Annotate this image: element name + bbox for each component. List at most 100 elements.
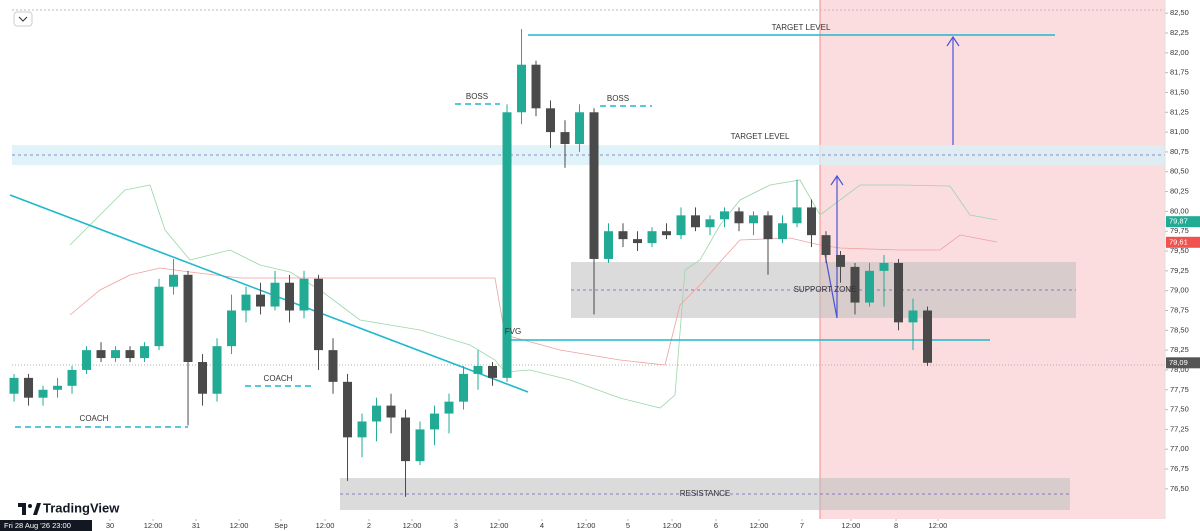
crosshair-box — [0, 520, 92, 531]
candle-body — [415, 429, 425, 462]
collapse-button[interactable] — [13, 11, 33, 27]
candle-body — [589, 112, 599, 259]
x-tick-label: 4 — [540, 521, 544, 530]
candle-body — [140, 346, 150, 359]
candles — [9, 29, 932, 497]
x-tick-label: 12:00 — [577, 521, 596, 530]
candle-body — [459, 373, 469, 402]
y-tick-label: 77,00 — [1170, 444, 1189, 453]
annotation: COACH — [264, 374, 293, 383]
price-tag-label: 79,87 — [1169, 217, 1188, 226]
x-tick-label: 12:00 — [663, 521, 682, 530]
candle-body — [256, 294, 266, 307]
x-tick-label: 12:00 — [144, 521, 163, 530]
candle-body — [328, 350, 338, 382]
candle-body — [343, 381, 353, 438]
y-tick-label: 77,75 — [1170, 385, 1189, 394]
candle-body — [633, 239, 643, 244]
candle-body — [807, 207, 817, 236]
x-tick-label: 3 — [454, 521, 458, 530]
candle-body — [517, 64, 527, 113]
chevron — [18, 16, 28, 22]
y-tick-label: 80,25 — [1170, 187, 1189, 196]
y-tick-label: 80,75 — [1170, 147, 1189, 156]
y-tick-label: 79,75 — [1170, 226, 1189, 235]
time-axis — [0, 519, 1200, 531]
y-axis: 82,50 82,25 82,00 81,75 81,50 81,25 81,00 80,75… — [1165, 8, 1200, 493]
y-tick-label: 80,00 — [1170, 206, 1189, 215]
candle-body — [473, 365, 483, 374]
candle-body — [749, 215, 759, 224]
x-tick-label: 12:00 — [230, 521, 249, 530]
candle-body — [893, 262, 903, 323]
candle-body — [647, 231, 657, 244]
candle-body — [865, 270, 875, 303]
candle-body — [96, 350, 106, 359]
annotation: COACH — [80, 414, 109, 423]
x-tick-label: Sep — [274, 521, 287, 530]
y-tick-label: 80,50 — [1170, 167, 1189, 176]
price-tag — [1166, 236, 1200, 248]
annotation: BOSS — [466, 92, 488, 101]
candle-body — [270, 282, 280, 307]
x-tick-label: 7 — [800, 521, 804, 530]
candle-body — [662, 231, 672, 236]
candle-body — [212, 346, 222, 394]
price-tag-label: 79,61 — [1169, 237, 1188, 246]
candle-body — [734, 211, 744, 224]
candle-body — [169, 274, 179, 287]
x-tick-label: 12:00 — [490, 521, 509, 530]
candle-body — [720, 211, 730, 220]
y-tick-label: 79,50 — [1170, 246, 1189, 255]
y-tick-label: 76,50 — [1170, 484, 1189, 493]
candle-body — [430, 413, 440, 430]
x-tick-label: 12:00 — [750, 521, 769, 530]
annotation: BOSS — [607, 94, 629, 103]
y-tick-label: 78,00 — [1170, 365, 1189, 374]
candle-body — [125, 350, 135, 359]
logo-mark — [28, 504, 32, 508]
x-tick-label: 2 — [367, 521, 371, 530]
candle-body — [372, 405, 382, 422]
projection-zone — [820, 0, 1165, 519]
candle-body — [401, 417, 411, 462]
price-axis — [1165, 0, 1200, 519]
candle-body — [299, 278, 309, 311]
arrow-head — [830, 174, 844, 186]
candle-body — [850, 266, 860, 303]
candle-body — [314, 278, 324, 351]
candle-body — [546, 108, 556, 133]
candle-body — [241, 294, 251, 311]
logo — [18, 503, 41, 515]
annotation: SUPPORT ZONE — [794, 285, 857, 294]
arrow-head — [946, 35, 960, 47]
indicator-red — [69, 234, 998, 366]
candle-body — [82, 350, 92, 370]
candle-body — [53, 385, 63, 390]
candle-body — [618, 231, 628, 240]
candle-body — [502, 112, 512, 378]
candle-body — [604, 231, 614, 259]
price-tag — [1166, 357, 1200, 369]
x-tick-label: 30 — [106, 521, 114, 530]
indicator-green — [69, 179, 998, 409]
annotation: TARGET LEVEL — [731, 132, 790, 141]
y-tick-label: 77,25 — [1170, 424, 1189, 433]
logo-mark — [18, 503, 26, 515]
candle-body — [763, 215, 773, 240]
crosshair-label: Fri 28 Aug '26 23:00 — [4, 521, 71, 530]
x-tick-label: 12:00 — [403, 521, 422, 530]
candle-body — [9, 377, 19, 394]
candle-body — [24, 377, 34, 398]
y-tick-label: 82,25 — [1170, 28, 1189, 37]
candle-body — [488, 365, 498, 378]
annotation: FVG — [505, 327, 521, 336]
y-tick-label: 77,50 — [1170, 405, 1189, 414]
x-axis: 30 12:00 31 12:00 Sep 12:00 2 12:00 3 12:00 4 12:00… — [106, 519, 947, 530]
x-tick-label: 5 — [626, 521, 630, 530]
candle-body — [778, 223, 788, 240]
candle-body — [285, 282, 295, 311]
candle-body — [575, 112, 585, 144]
price-tag-label: 78,09 — [1169, 358, 1188, 367]
